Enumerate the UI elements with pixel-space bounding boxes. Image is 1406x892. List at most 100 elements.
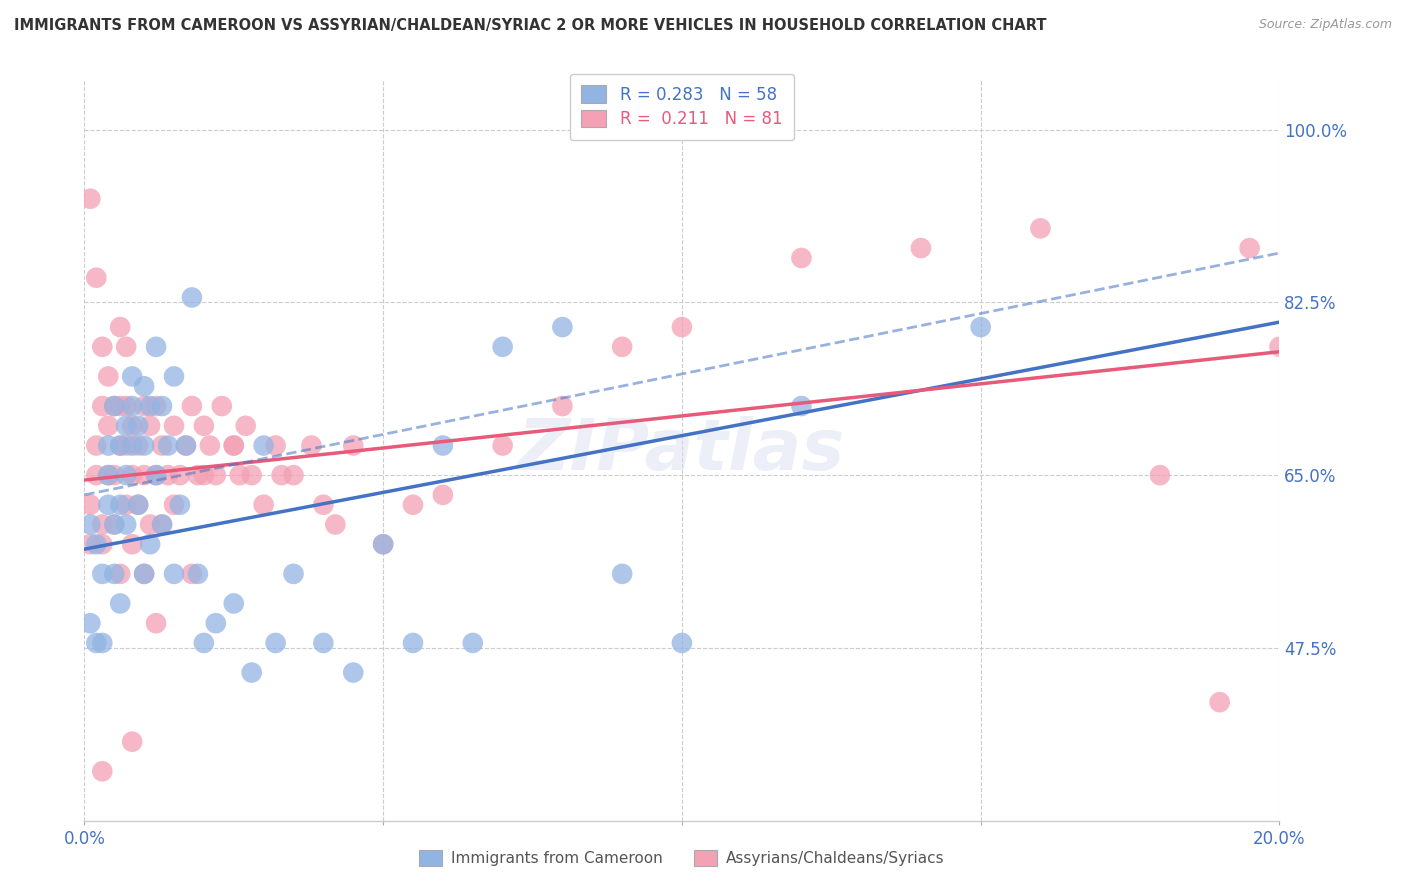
Point [91,537,114,551]
Point [222,438,245,452]
Point [240,468,263,483]
Point [432,438,454,452]
Point [86,537,108,551]
Point [612,566,634,581]
Point [121,369,143,384]
Point [970,320,993,334]
Point [222,597,245,611]
Point [169,498,191,512]
Point [91,340,114,354]
Point [91,399,114,413]
Point [132,438,156,452]
Point [97,418,120,433]
Point [342,665,364,680]
Point [198,438,221,452]
Point [205,616,228,631]
Point [187,468,209,483]
Point [91,566,114,581]
Point [110,498,132,512]
Point [121,468,143,483]
Point [461,636,484,650]
Point [264,636,287,650]
Point [145,340,167,354]
Point [169,468,191,483]
Point [228,468,252,483]
Point [312,636,335,650]
Point [132,566,156,581]
Point [91,517,114,532]
Point [193,636,215,650]
Point [492,340,515,354]
Point [1268,340,1291,354]
Point [91,764,114,779]
Point [790,251,813,265]
Point [110,438,132,452]
Point [86,438,108,452]
Point [97,369,120,384]
Point [150,517,173,532]
Point [103,399,125,413]
Text: Source: ZipAtlas.com: Source: ZipAtlas.com [1258,18,1392,31]
Point [115,468,138,483]
Point [181,566,204,581]
Point [174,438,197,452]
Point [79,498,101,512]
Point [115,438,138,452]
Point [97,468,120,483]
Point [110,320,132,334]
Point [283,566,305,581]
Point [312,498,335,512]
Point [110,566,132,581]
Point [139,537,162,551]
Point [115,418,138,433]
Point [103,517,125,532]
Point [127,498,149,512]
Point [163,498,186,512]
Point [150,438,173,452]
Point [193,468,215,483]
Point [193,418,215,433]
Point [115,517,138,532]
Point [1029,221,1052,235]
Point [79,192,101,206]
Point [103,468,125,483]
Point [121,438,143,452]
Text: IMMIGRANTS FROM CAMEROON VS ASSYRIAN/CHALDEAN/SYRIAC 2 OR MORE VEHICLES IN HOUSE: IMMIGRANTS FROM CAMEROON VS ASSYRIAN/CHA… [14,18,1046,33]
Point [127,418,149,433]
Point [150,517,173,532]
Point [187,566,209,581]
Point [132,566,156,581]
Point [163,418,186,433]
Point [910,241,932,255]
Point [121,418,143,433]
Point [157,468,180,483]
Point [402,498,425,512]
Point [127,498,149,512]
Point [253,498,276,512]
Point [115,399,138,413]
Point [1239,241,1261,255]
Point [301,438,323,452]
Point [181,290,204,304]
Point [790,399,813,413]
Legend: Immigrants from Cameroon, Assyrians/Chaldeans/Syriacs: Immigrants from Cameroon, Assyrians/Chal… [413,844,950,872]
Point [264,438,287,452]
Point [181,399,204,413]
Point [174,438,197,452]
Point [79,517,101,532]
Point [103,517,125,532]
Point [235,418,257,433]
Point [145,468,167,483]
Point [157,438,180,452]
Point [253,438,276,452]
Point [145,616,167,631]
Point [1209,695,1232,709]
Point [132,468,156,483]
Point [145,399,167,413]
Point [1149,468,1171,483]
Point [86,270,108,285]
Point [432,488,454,502]
Point [110,597,132,611]
Point [121,734,143,748]
Point [139,418,162,433]
